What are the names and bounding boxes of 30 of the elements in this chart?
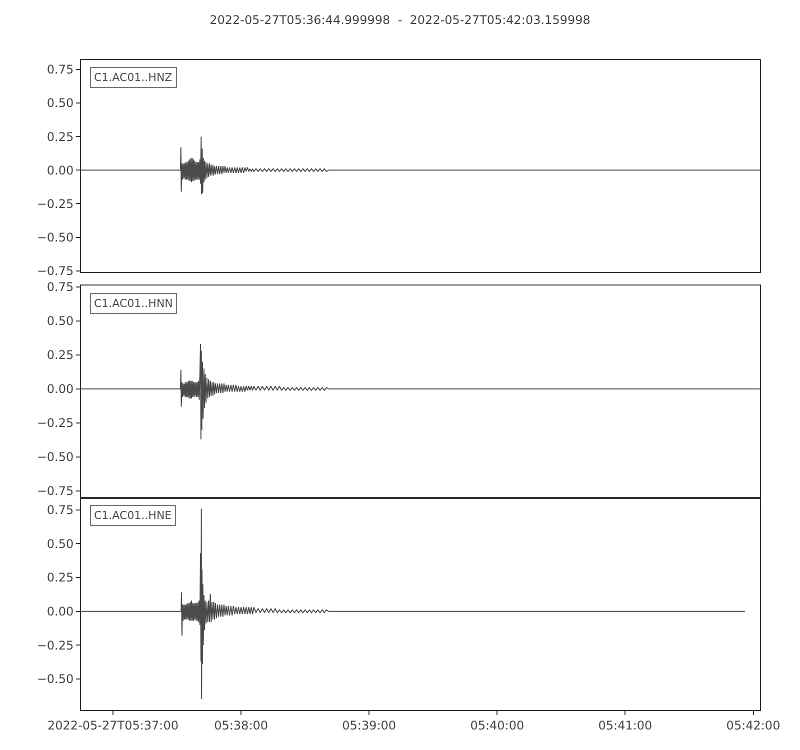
y-tick-label: 0.25 [46, 130, 74, 144]
y-tick-label: −0.50 [36, 672, 74, 686]
y-tick-label: 0.75 [46, 503, 74, 518]
y-tick-label: −0.75 [36, 484, 74, 498]
y-tick-label: 0.00 [46, 163, 74, 178]
y-tick-label: −0.50 [36, 450, 74, 464]
y-tick-label: 0.50 [46, 96, 74, 110]
y-tick-label: 0.00 [46, 604, 74, 619]
y-tick-label: 0.75 [46, 280, 74, 294]
y-tick-label: −0.75 [36, 264, 74, 278]
x-tick-label: 05:42:00 [726, 718, 780, 732]
y-tick-label: 0.50 [46, 314, 74, 328]
y-tick-label: −0.50 [36, 230, 74, 245]
y-tick-label: 0.25 [46, 570, 74, 585]
x-tick-label: 05:39:00 [342, 718, 396, 732]
chart-title: 2022-05-27T05:36:44.999998 - 2022-05-27T05:42:03.159998 [210, 13, 590, 28]
y-tick-label: 0.00 [46, 382, 74, 396]
text: C1.AC01..HNN [94, 297, 173, 310]
x-tick-label: 05:38:00 [214, 718, 268, 732]
y-tick-label: −0.25 [36, 416, 74, 430]
y-tick-label: 0.75 [46, 62, 74, 77]
y-tick-label: −0.25 [36, 196, 74, 211]
y-tick-label: 0.50 [46, 536, 74, 551]
text: C1.AC01..HNE [94, 509, 172, 522]
x-tick-label: 05:40:00 [470, 718, 524, 732]
text: C1.AC01..HNZ [94, 71, 173, 84]
x-tick-label: 05:41:00 [598, 718, 652, 732]
x-tick-label: 2022-05-27T05:37:00 [48, 718, 178, 732]
y-tick-label: −0.25 [36, 638, 74, 652]
y-tick-label: 0.25 [46, 348, 74, 362]
